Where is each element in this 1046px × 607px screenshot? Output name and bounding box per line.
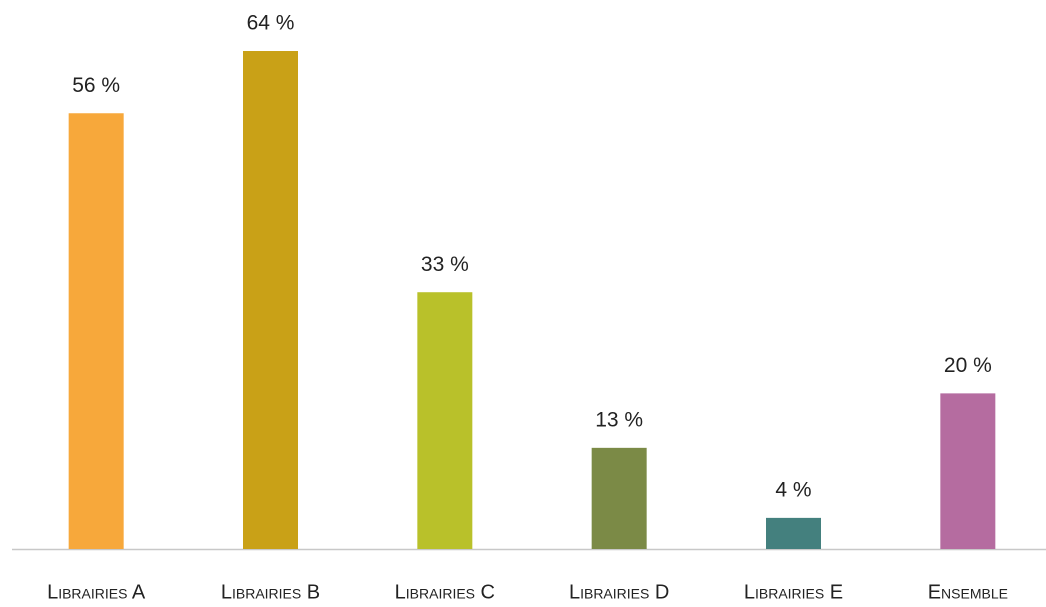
value-label: 33 % [421, 253, 469, 276]
x-tick-label: Ensemble [928, 581, 1008, 603]
bar [417, 292, 473, 549]
bar [68, 113, 124, 549]
value-label: 64 % [247, 12, 295, 35]
bar [243, 51, 298, 549]
x-tick-label: Librairies D [569, 581, 669, 603]
bar [766, 517, 821, 549]
x-tick-label: Librairies E [744, 581, 843, 603]
value-label: 56 % [72, 74, 120, 97]
bar [591, 447, 647, 549]
bar [940, 393, 996, 549]
x-tick-label: Librairies B [221, 581, 320, 603]
x-tick-label: Librairies A [47, 581, 146, 603]
value-label: 20 % [944, 354, 992, 377]
x-tick-label: Librairies C [395, 581, 495, 603]
value-label: 13 % [595, 408, 643, 431]
value-label: 4 % [775, 478, 811, 501]
